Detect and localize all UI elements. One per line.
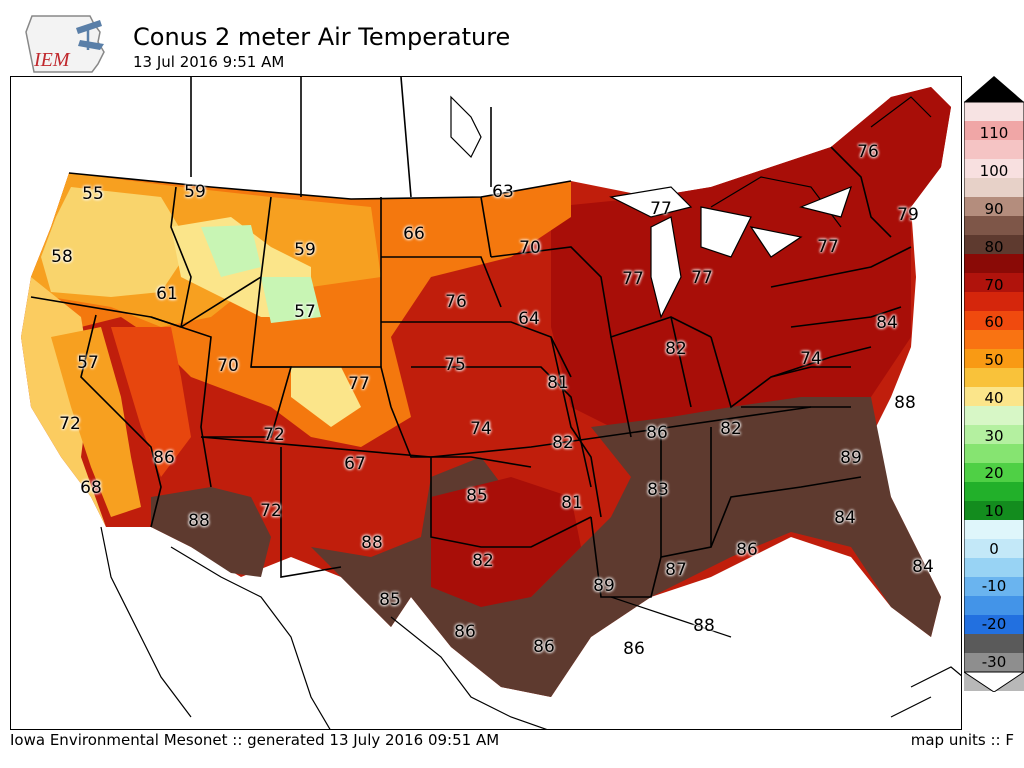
colorbar-label: 60 [984, 313, 1004, 331]
station-label: 72 [59, 414, 81, 434]
station-label: 74 [800, 349, 822, 369]
station-label: 77 [622, 269, 644, 289]
station-label: 76 [857, 142, 879, 162]
station-label: 66 [403, 224, 425, 244]
colorbar-label: 10 [984, 502, 1004, 520]
station-label: 59 [294, 240, 316, 260]
station-label: 84 [876, 313, 898, 333]
iem-logo: IEM [25, 15, 105, 73]
station-label: 63 [492, 182, 514, 202]
station-label: 84 [912, 557, 934, 577]
colorbar-label: 20 [984, 464, 1004, 482]
colorbar-label: 80 [984, 238, 1004, 256]
colorbar-label: 40 [984, 389, 1004, 407]
station-label: 84 [834, 508, 856, 528]
station-label: 85 [466, 486, 488, 506]
logo-text: IEM [33, 49, 71, 71]
temperature-map: 55 59 63 58 59 66 70 77 76 79 61 57 76 6… [10, 76, 962, 730]
station-label: 58 [51, 247, 73, 267]
station-label: 88 [693, 616, 715, 636]
colorbar-label: -30 [981, 653, 1007, 671]
map-subtitle: 13 Jul 2016 9:51 AM [133, 53, 285, 71]
station-label: 64 [518, 309, 540, 329]
station-label: 82 [552, 433, 574, 453]
station-label: 75 [444, 355, 466, 375]
station-label: 86 [153, 448, 175, 468]
station-label: 82 [472, 551, 494, 571]
station-label: 79 [897, 205, 919, 225]
station-label: 74 [470, 419, 492, 439]
station-label: 88 [188, 511, 210, 531]
station-label: 86 [533, 637, 555, 657]
colorbar-label: 30 [984, 427, 1004, 445]
colorbar-label: -10 [981, 577, 1007, 595]
station-label: 57 [77, 353, 99, 373]
map-canvas [21, 77, 961, 729]
state-boundaries [30, 77, 912, 598]
station-label: 86 [454, 622, 476, 642]
station-label: 77 [691, 268, 713, 288]
station-label: 89 [593, 576, 615, 596]
station-label: 77 [817, 237, 839, 257]
station-label: 83 [647, 480, 669, 500]
station-label: 77 [650, 199, 672, 219]
station-label: 72 [260, 501, 282, 521]
station-label: 86 [736, 540, 758, 560]
colorbar-label: -20 [981, 615, 1007, 633]
station-label: 72 [263, 425, 285, 445]
colorbar-label: 90 [984, 200, 1004, 218]
station-label: 77 [348, 374, 370, 394]
station-label: 55 [82, 184, 104, 204]
station-label: 76 [445, 292, 467, 312]
station-label: 68 [80, 478, 102, 498]
temperature-fill [21, 87, 951, 697]
station-label: 70 [519, 238, 541, 258]
coastlines [100, 95, 961, 729]
map-title: Conus 2 meter Air Temperature [133, 23, 511, 51]
station-label: 87 [665, 560, 687, 580]
station-label: 61 [156, 284, 178, 304]
colorbar-label: 70 [984, 276, 1004, 294]
station-label: 82 [665, 339, 687, 359]
station-label: 89 [840, 448, 862, 468]
station-label: 86 [646, 423, 668, 443]
windmill-icon [76, 20, 104, 50]
station-label: 86 [623, 639, 645, 659]
temperature-colorbar [964, 76, 1024, 692]
station-label: 85 [379, 590, 401, 610]
station-label: 88 [894, 393, 916, 413]
colorbar-label: 50 [984, 351, 1004, 369]
station-label: 59 [184, 182, 206, 202]
station-label: 70 [217, 356, 239, 376]
station-label: 88 [361, 533, 383, 553]
footer-units: map units :: F [910, 731, 1014, 749]
footer-credit: Iowa Environmental Mesonet :: generated … [10, 731, 500, 749]
colorbar-label: 100 [979, 162, 1009, 180]
station-label: 81 [547, 373, 569, 393]
station-label: 67 [344, 454, 366, 474]
colorbar-label: 0 [989, 540, 999, 558]
station-label: 81 [561, 493, 583, 513]
station-label: 82 [720, 419, 742, 439]
station-label: 57 [294, 302, 316, 322]
colorbar-label: 110 [979, 124, 1009, 142]
